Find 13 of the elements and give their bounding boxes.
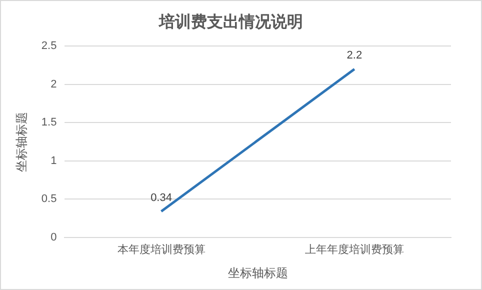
chart-title: 培训费支出情况说明 — [158, 13, 303, 32]
y-tick-label: 2.5 — [41, 40, 57, 52]
x-tick-label: 上年年度培训费预算 — [304, 243, 404, 256]
y-tick-label: 0 — [50, 231, 57, 244]
y-tick-label: 0.5 — [41, 193, 57, 206]
y-tick-label: 1.5 — [41, 116, 57, 129]
x-axis-title: 坐标轴标题 — [228, 266, 288, 280]
y-axis-title: 坐标轴标题 — [14, 112, 29, 172]
y-tick-label: 1 — [50, 154, 57, 167]
data-label: 0.34 — [150, 192, 172, 204]
x-tick-label: 本年度培训费预算 — [117, 243, 206, 256]
y-tick-label: 2 — [50, 78, 57, 90]
data-label: 2.2 — [346, 50, 362, 62]
